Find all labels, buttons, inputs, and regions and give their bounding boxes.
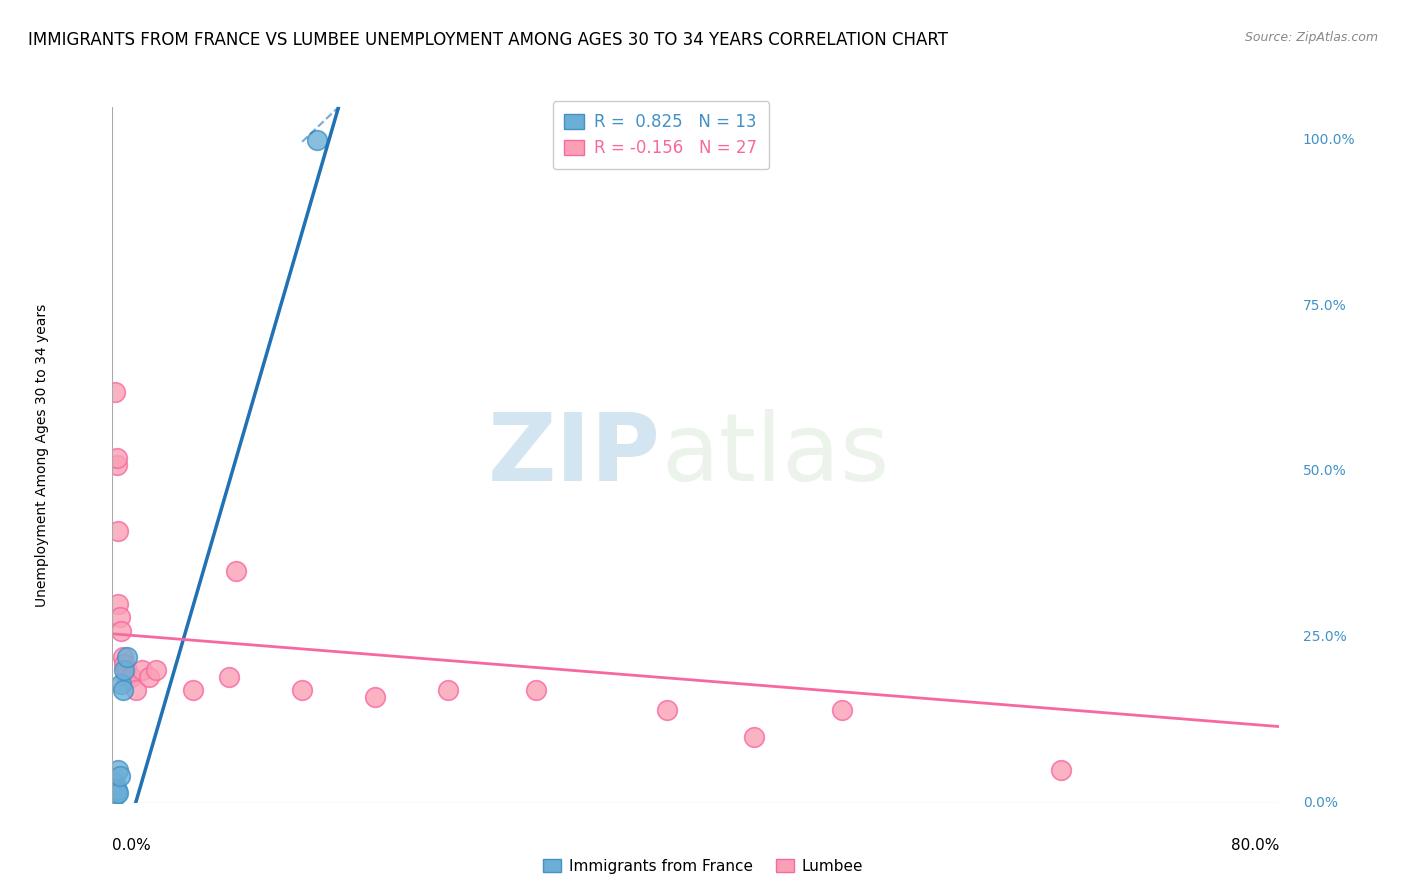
Point (655, 703, 678, 717)
Text: ZIP: ZIP (488, 409, 661, 501)
Point (112, 663, 135, 677)
Text: atlas: atlas (661, 409, 889, 501)
Point (104, 789, 127, 804)
Text: 75.0%: 75.0% (1303, 299, 1347, 313)
Point (364, 690, 387, 704)
Legend: R =  0.825   N = 13, R = -0.156   N = 27: R = 0.825 N = 13, R = -0.156 N = 27 (553, 102, 769, 169)
Text: IMMIGRANTS FROM FRANCE VS LUMBEE UNEMPLOYMENT AMONG AGES 30 TO 34 YEARS CORRELAT: IMMIGRANTS FROM FRANCE VS LUMBEE UNEMPLO… (28, 31, 948, 49)
Point (114, 670, 136, 684)
Point (105, 458, 128, 472)
Point (524, 683, 547, 698)
Point (105, 782, 128, 797)
Point (181, 683, 204, 698)
Point (120, 670, 142, 684)
Point (107, 763, 129, 777)
Point (112, 657, 135, 671)
Point (305, 133, 328, 147)
Point (115, 663, 138, 677)
Point (107, 786, 129, 800)
Point (125, 683, 148, 698)
Point (218, 670, 240, 684)
Point (831, 703, 853, 717)
Point (107, 524, 129, 538)
Point (107, 597, 129, 611)
Point (131, 663, 153, 677)
Point (291, 683, 314, 698)
Text: Source: ZipAtlas.com: Source: ZipAtlas.com (1244, 31, 1378, 45)
Point (225, 564, 247, 578)
Point (103, 782, 125, 797)
Text: 80.0%: 80.0% (1232, 838, 1279, 853)
Text: 50.0%: 50.0% (1303, 465, 1347, 478)
Legend: Immigrants from France, Lumbee: Immigrants from France, Lumbee (537, 853, 869, 880)
Point (110, 676, 132, 690)
Text: Unemployment Among Ages 30 to 34 years: Unemployment Among Ages 30 to 34 years (35, 303, 49, 607)
Point (437, 683, 460, 698)
Point (138, 670, 160, 684)
Point (145, 663, 167, 677)
Point (105, 786, 128, 800)
Text: 100.0%: 100.0% (1303, 133, 1355, 147)
Point (108, 769, 131, 783)
Point (111, 683, 134, 698)
Point (104, 384, 127, 399)
Point (110, 624, 132, 638)
Point (111, 650, 134, 665)
Point (115, 650, 138, 665)
Point (108, 610, 131, 624)
Text: 0.0%: 0.0% (1303, 796, 1337, 810)
Text: 25.0%: 25.0% (1303, 630, 1347, 644)
Point (1049, 763, 1071, 777)
Point (742, 730, 765, 744)
Text: 0.0%: 0.0% (112, 838, 152, 853)
Point (105, 451, 128, 466)
Point (104, 776, 127, 790)
